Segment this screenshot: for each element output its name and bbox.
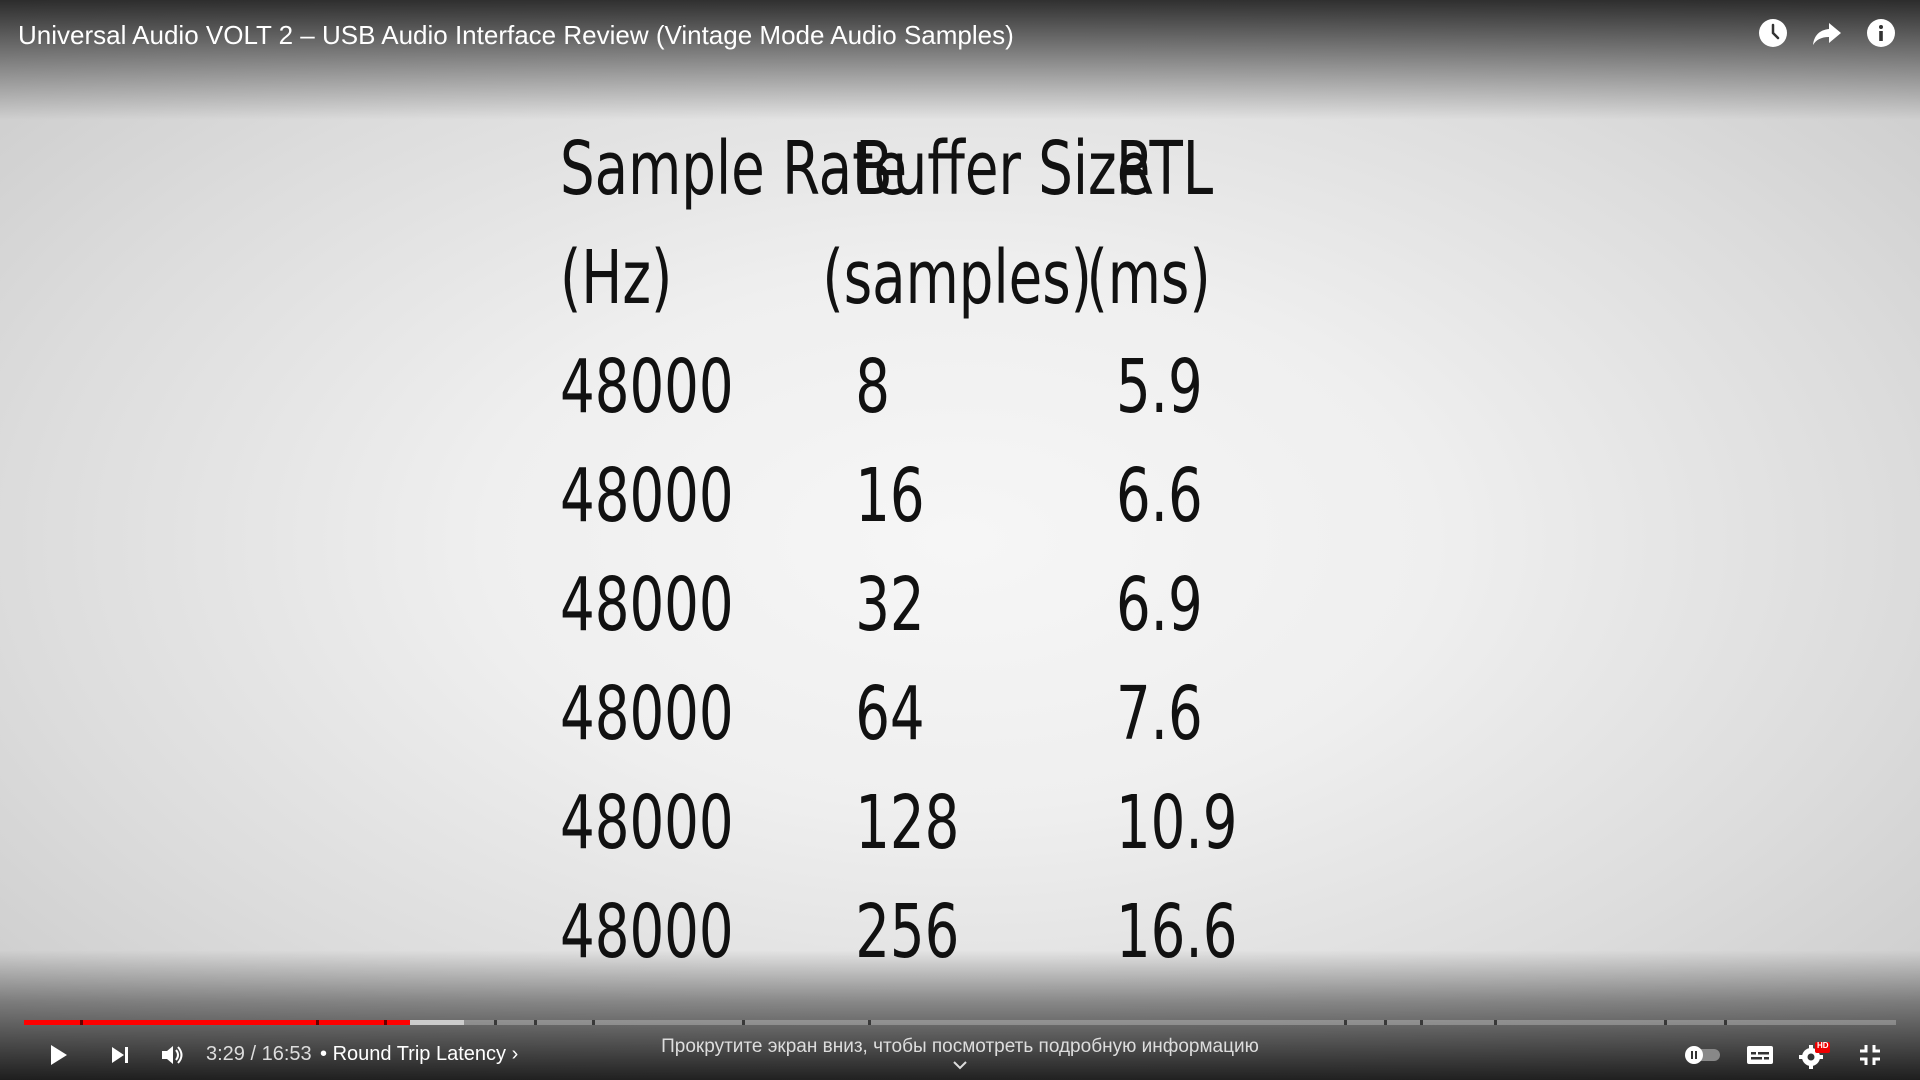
- bottom-gradient: [0, 950, 1920, 1080]
- play-button[interactable]: [38, 1038, 78, 1072]
- next-icon: [112, 1047, 128, 1063]
- chapter-divider: [534, 1020, 537, 1025]
- exit-fullscreen-button[interactable]: [1850, 1038, 1890, 1072]
- sample-rate-cell: 48000: [560, 562, 734, 648]
- chapter-divider: [1664, 1020, 1667, 1025]
- exit-fullscreen-icon: [1860, 1045, 1880, 1065]
- top-gradient: [0, 0, 1920, 120]
- chapter-divider: [384, 1020, 387, 1025]
- chapter-divider: [868, 1020, 871, 1025]
- play-icon: [51, 1045, 67, 1065]
- chevron-down-icon[interactable]: [950, 1058, 970, 1074]
- rtl-cell: 10.9: [1115, 780, 1238, 866]
- time-current: 3:29: [206, 1043, 245, 1065]
- chapter-divider: [1384, 1020, 1387, 1025]
- chapter-divider: [1344, 1020, 1347, 1025]
- info-icon[interactable]: [1864, 16, 1898, 50]
- clock-icon[interactable]: [1756, 16, 1790, 50]
- sample-rate-cell: 48000: [560, 780, 734, 866]
- chapter-bullet: •: [320, 1043, 328, 1065]
- unit-hz: (Hz): [560, 235, 673, 321]
- buffer-size-cell: 8: [855, 344, 890, 430]
- player-controls: 3:29 / 16:53 • Round Trip Latency › Прок…: [0, 1028, 1920, 1080]
- autoplay-toggle[interactable]: [1684, 1038, 1724, 1072]
- chapter-title: Round Trip Latency: [332, 1043, 507, 1065]
- settings-icon: [1799, 1042, 1830, 1069]
- time-separator: /: [250, 1043, 257, 1065]
- rtl-cell: 6.6: [1115, 453, 1203, 539]
- buffer-size-cell: 128: [855, 780, 960, 866]
- progress-bar[interactable]: [24, 1020, 1896, 1025]
- progress-track: [24, 1020, 1896, 1025]
- video-title[interactable]: Universal Audio VOLT 2 – USB Audio Inter…: [18, 20, 1014, 50]
- rtl-cell: 7.6: [1115, 671, 1203, 757]
- scroll-hint[interactable]: Прокрутите экран вниз, чтобы посмотреть …: [661, 1036, 1259, 1057]
- autoplay-toggle-icon: [1685, 1046, 1720, 1064]
- next-button[interactable]: [100, 1038, 140, 1072]
- chapter-divider: [1494, 1020, 1497, 1025]
- volume-icon: [162, 1046, 183, 1064]
- chevron-right-icon: ›: [511, 1043, 519, 1065]
- subtitles-button[interactable]: [1740, 1038, 1780, 1072]
- unit-samples: (samples): [822, 235, 1092, 321]
- rtl-cell: 5.9: [1115, 344, 1203, 430]
- chapter-divider: [80, 1020, 83, 1025]
- chapter-divider: [1420, 1020, 1423, 1025]
- sample-rate-cell: 48000: [560, 344, 734, 430]
- chapter-divider: [1724, 1020, 1727, 1025]
- top-right-actions: [1756, 16, 1898, 50]
- buffer-size-cell: 256: [855, 889, 960, 975]
- time-display: 3:29 / 16:53: [206, 1043, 312, 1066]
- chapter-button[interactable]: • Round Trip Latency ›: [320, 1043, 518, 1066]
- sample-rate-cell: 48000: [560, 671, 734, 757]
- sample-rate-cell: 48000: [560, 889, 734, 975]
- settings-button[interactable]: HD: [1794, 1038, 1834, 1072]
- buffer-size-cell: 32: [855, 562, 925, 648]
- header-rtl: RTL: [1115, 126, 1214, 212]
- rtl-cell: 16.6: [1115, 889, 1238, 975]
- header-sample-rate: Sample Rate: [560, 126, 908, 212]
- time-total: 16:53: [261, 1043, 312, 1065]
- hd-badge: HD: [1817, 1041, 1829, 1050]
- chapter-divider: [592, 1020, 595, 1025]
- subtitles-icon: [1747, 1046, 1773, 1064]
- chapter-divider: [494, 1020, 497, 1025]
- buffer-size-cell: 16: [855, 453, 925, 539]
- share-icon[interactable]: [1810, 16, 1844, 50]
- buffer-size-cell: 64: [855, 671, 925, 757]
- unit-ms: (ms): [1086, 235, 1211, 321]
- chapter-divider: [316, 1020, 319, 1025]
- chapter-divider: [742, 1020, 745, 1025]
- progress-played: [24, 1020, 410, 1025]
- rtl-cell: 6.9: [1115, 562, 1203, 648]
- sample-rate-cell: 48000: [560, 453, 734, 539]
- volume-button[interactable]: [152, 1038, 192, 1072]
- header-buffer-size: Buffer Size: [855, 126, 1151, 212]
